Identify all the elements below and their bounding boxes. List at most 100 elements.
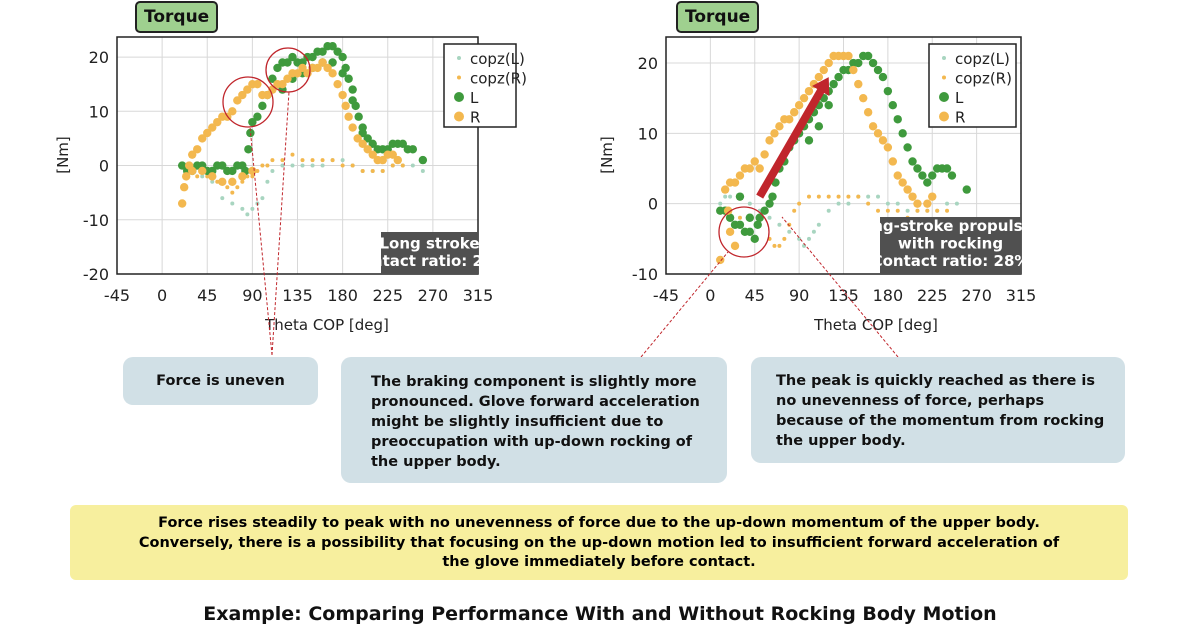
data-point xyxy=(243,85,252,94)
data-point xyxy=(873,129,883,138)
callout-line: the upper body. xyxy=(371,454,501,470)
legend-marker xyxy=(454,92,464,102)
data-point xyxy=(230,201,235,206)
data-point xyxy=(895,208,900,213)
data-point xyxy=(806,194,811,199)
data-point xyxy=(866,194,871,199)
series-R xyxy=(716,51,937,265)
callout-line: might be slightly insufficient due to xyxy=(371,414,664,430)
data-point xyxy=(258,101,267,111)
data-point xyxy=(320,163,325,168)
data-point xyxy=(787,222,792,227)
chart-tag-left: Torque xyxy=(135,1,219,33)
data-point xyxy=(280,163,285,168)
data-point xyxy=(802,243,807,248)
data-point xyxy=(338,52,347,62)
data-point xyxy=(846,201,851,206)
y-axis-label: [Nm] xyxy=(54,136,72,174)
annotation-box xyxy=(880,217,1021,274)
data-point xyxy=(238,172,247,181)
data-point xyxy=(735,192,745,201)
highlight-circle xyxy=(222,76,274,128)
data-point xyxy=(220,196,225,201)
callout-braking: The braking component is slightly more p… xyxy=(341,357,727,483)
legend-label: L xyxy=(955,89,964,107)
data-point xyxy=(806,236,811,241)
data-point xyxy=(238,90,247,100)
data-point xyxy=(836,201,841,206)
data-point xyxy=(962,185,971,194)
data-point xyxy=(370,168,375,173)
data-point xyxy=(760,150,769,159)
data-point xyxy=(344,74,353,83)
data-point xyxy=(353,134,362,143)
data-point xyxy=(925,208,930,213)
data-point xyxy=(283,58,292,67)
data-point xyxy=(723,206,733,215)
data-point xyxy=(228,177,237,187)
data-point xyxy=(903,185,912,194)
legend-label: R xyxy=(470,109,480,127)
data-point xyxy=(380,168,385,173)
data-point xyxy=(797,201,802,206)
x-tick-label: 45 xyxy=(745,286,765,305)
data-point xyxy=(804,86,814,96)
x-tick-label: 315 xyxy=(1006,286,1037,305)
plot-frame xyxy=(116,36,479,275)
data-point xyxy=(878,136,888,145)
data-point xyxy=(240,206,245,211)
data-point xyxy=(804,136,814,145)
data-point xyxy=(344,112,353,121)
data-point xyxy=(358,139,367,149)
data-point xyxy=(765,136,774,145)
data-point xyxy=(390,163,395,168)
data-point xyxy=(233,96,242,105)
y-tick-label: 10 xyxy=(638,124,658,143)
data-point xyxy=(328,69,337,78)
data-point xyxy=(787,229,792,234)
x-tick-label: 90 xyxy=(242,286,262,305)
data-point xyxy=(735,220,745,229)
data-point xyxy=(230,190,235,195)
legend-marker xyxy=(942,75,946,80)
data-point xyxy=(888,157,898,166)
annotation-box xyxy=(381,232,478,274)
y-tick-label: 0 xyxy=(99,157,109,176)
data-point xyxy=(814,122,824,131)
data-point xyxy=(323,63,332,73)
data-point xyxy=(368,150,377,159)
data-point xyxy=(328,42,337,51)
data-point xyxy=(829,79,838,89)
data-point xyxy=(245,212,250,217)
data-point xyxy=(923,178,932,187)
data-point xyxy=(363,134,372,143)
data-point xyxy=(198,134,207,143)
data-point xyxy=(888,101,898,110)
legend-marker xyxy=(454,111,464,122)
data-point xyxy=(895,201,900,206)
data-point xyxy=(898,129,907,138)
data-point xyxy=(260,196,265,201)
data-point xyxy=(797,236,802,241)
data-point xyxy=(753,220,762,229)
chart-left: -45 0 45 90 135 180 225 270 315 -20 -10 0 10 20 Theta … xyxy=(54,36,527,334)
x-tick-label: 135 xyxy=(282,286,313,305)
data-point xyxy=(278,79,287,89)
data-point xyxy=(730,178,740,187)
data-point xyxy=(814,72,824,82)
data-point xyxy=(290,163,295,168)
y-tick-label: -10 xyxy=(632,265,658,284)
data-point xyxy=(333,79,342,89)
data-point xyxy=(885,201,890,206)
legend-marker xyxy=(457,75,461,80)
data-point xyxy=(198,166,207,176)
summary-line: Conversely, there is a possibility that … xyxy=(138,534,1060,551)
data-point xyxy=(177,161,187,170)
legend-label: copz(L) xyxy=(955,50,1010,68)
x-axis-label: Theta COP [deg] xyxy=(264,316,389,334)
data-point xyxy=(348,85,357,94)
data-point xyxy=(883,86,893,96)
data-point xyxy=(873,65,883,75)
data-point xyxy=(945,208,950,213)
